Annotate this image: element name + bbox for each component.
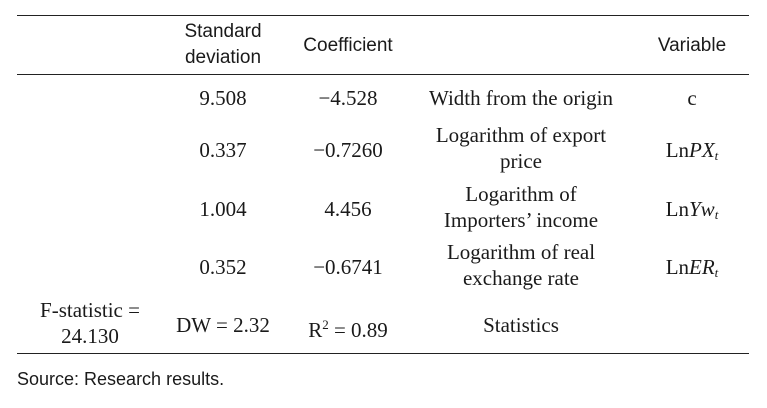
r-squared-number: = 0.89 <box>328 318 388 342</box>
header-variable: Variable <box>657 35 727 56</box>
f-statistic-line-2: 24.130 <box>61 324 119 348</box>
row-3-desc-line-2: Importers’ income <box>443 208 599 232</box>
row-2-variable-subscript: t <box>714 148 719 163</box>
f-statistic-line-1: F-statistic = <box>40 298 140 322</box>
row-3-variable-prefix: Ln <box>665 197 689 221</box>
row-2-desc: Logarithm of export price <box>403 122 639 174</box>
row-4-variable-prefix: Ln <box>665 255 690 279</box>
header-coefficient: Coefficient <box>303 35 393 56</box>
row-2-std: 0.337 <box>199 138 247 162</box>
row-1-coef: −4.528 <box>318 86 378 110</box>
row-1-std: 9.508 <box>199 86 247 110</box>
r-squared-superscript: 2 <box>322 317 329 332</box>
row-2-variable-symbol: PX <box>689 138 715 162</box>
header-divider-rule <box>17 74 749 75</box>
row-1-variable-prefix: c <box>687 86 697 110</box>
row-2-coef: −0.7260 <box>313 138 383 162</box>
row-1-desc: Width from the origin <box>403 85 639 111</box>
row-3-desc: Logarithm of Importers’ income <box>403 181 639 233</box>
header-standard-deviation: Standard deviation <box>163 19 283 71</box>
row-2-desc-line-1: Logarithm of export <box>435 123 607 147</box>
row-1-desc-line-1: Width from the origin <box>428 86 614 110</box>
row-3-variable-subscript: t <box>714 207 719 222</box>
row-4-desc-line-2: exchange rate <box>462 266 579 290</box>
table-bottom-rule <box>17 353 749 354</box>
row-2-desc-line-2: price <box>500 149 542 173</box>
row-1-variable: c <box>636 85 748 111</box>
header-standard-deviation-line-2: deviation <box>184 47 262 68</box>
row-4-variable-subscript: t <box>714 265 719 280</box>
row-4-std: 0.352 <box>199 255 247 279</box>
row-2-variable-prefix: Ln <box>665 138 690 162</box>
durbin-watson-value: DW = 2.32 <box>176 313 270 337</box>
statistics-label: Statistics <box>483 313 559 337</box>
row-4-variable: LnERt <box>636 254 748 286</box>
row-4-variable-symbol: ER <box>689 255 715 279</box>
row-4-desc-line-1: Logarithm of real <box>446 240 596 264</box>
row-3-std: 1.004 <box>199 197 247 221</box>
row-4-desc: Logarithm of real exchange rate <box>403 239 639 291</box>
row-4-coef: −0.6741 <box>313 255 383 279</box>
row-3-desc-line-1: Logarithm of <box>465 182 577 206</box>
r-squared-value: R2 = 0.89 <box>283 312 413 343</box>
header-standard-deviation-line-1: Standard <box>184 21 262 42</box>
row-3-coef: 4.456 <box>324 197 372 221</box>
source-note: Source: Research results. <box>17 369 225 389</box>
r-squared-symbol: R <box>308 318 323 342</box>
f-statistic: F-statistic = 24.130 <box>17 297 163 349</box>
row-2-variable: LnPXt <box>636 137 748 169</box>
table-top-rule <box>17 15 749 16</box>
row-3-variable-symbol: Yw <box>689 197 715 221</box>
row-3-variable: LnYwt <box>636 196 748 228</box>
